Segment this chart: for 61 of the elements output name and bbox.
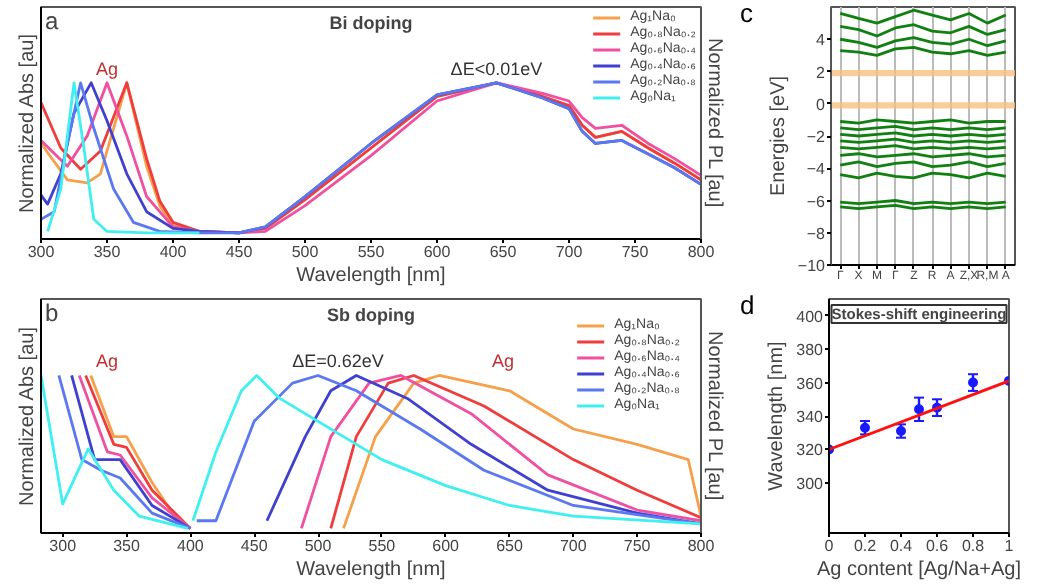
- y-axis-title: Wavelength [nm]: [766, 340, 789, 491]
- x-tick-label: 700: [555, 243, 584, 261]
- y-axis-title: Normalized Abs [au]: [17, 33, 39, 214]
- y-tick-label: 360: [796, 374, 825, 393]
- y2-axis-title: Normalized PL [au]: [703, 37, 725, 208]
- y-axis-title: Energies [eV]: [767, 75, 790, 197]
- x-axis-title: Ag content [Ag/Na+Ag]: [816, 559, 1022, 581]
- y-tick-label: −6: [806, 192, 827, 211]
- text: ΔE<0.01eV: [450, 59, 543, 79]
- x-tick-label: 0.2: [853, 537, 878, 555]
- x-tick-label: 650: [496, 537, 524, 555]
- x-tick-label: 0.8: [961, 537, 986, 555]
- x-tick-label: 550: [357, 243, 386, 261]
- text: Ag: [491, 351, 515, 371]
- text: a: [45, 7, 59, 35]
- x-tick-label: 750: [621, 243, 650, 261]
- y-axis-title: Normalized Abs [au]: [17, 326, 39, 507]
- x-tick-label: 550: [368, 537, 397, 555]
- x-tick-label: 0.6: [925, 537, 950, 555]
- text: d: [740, 290, 755, 320]
- y-tick-label: 320: [796, 441, 825, 460]
- y2-axis-title: Normalized PL [au]: [703, 330, 725, 501]
- y-tick-label: −4: [806, 160, 827, 179]
- x-tick-label: 650: [489, 243, 518, 261]
- y-tick-label: 400: [796, 307, 825, 326]
- x-tick-label: 800: [687, 243, 716, 261]
- x-axis-title: Wavelength [nm]: [296, 265, 447, 287]
- x-tick-label: 1: [1004, 537, 1015, 555]
- x-tick-label: 350: [93, 243, 122, 261]
- text: c: [740, 0, 753, 28]
- x-axis-title: Wavelength [nm]: [296, 559, 447, 581]
- x-tick-label: 600: [423, 243, 452, 261]
- x-tick-label: 450: [240, 537, 269, 555]
- x-tick-label: 600: [432, 537, 461, 555]
- x-tick-label: 350: [113, 537, 141, 555]
- x-tick-label: 400: [177, 537, 205, 555]
- x-tick-label: 700: [559, 537, 588, 555]
- chart-title: Bi doping: [329, 13, 413, 33]
- x-tick-label: 750: [623, 537, 652, 555]
- x-tick-label: 500: [304, 537, 333, 555]
- y-tick-label: −8: [806, 224, 827, 243]
- text: b: [45, 299, 59, 327]
- y-tick-label: 2: [816, 63, 827, 82]
- x-tick-label: 400: [159, 243, 188, 261]
- x-tick-label: 300: [27, 243, 56, 261]
- text: Ag: [95, 351, 119, 371]
- x-tick-label: 500: [291, 243, 320, 261]
- x-tick-label: 300: [49, 537, 78, 555]
- y-tick-label: −2: [806, 128, 827, 146]
- y-tick-label: 340: [796, 408, 825, 426]
- text: Ag: [95, 59, 119, 79]
- x-tick-label: 800: [687, 537, 716, 555]
- y-tick-label: −10: [797, 257, 827, 275]
- y-tick-label: 380: [796, 341, 825, 360]
- y-tick-label: 4: [816, 31, 827, 50]
- x-tick-label: 0.4: [889, 537, 914, 555]
- x-tick-label: 450: [225, 243, 254, 261]
- y-tick-label: 300: [796, 474, 825, 493]
- chart-title: Sb doping: [327, 305, 416, 325]
- text: ΔE=0.62eV: [292, 351, 384, 371]
- y-tick-label: 0: [816, 95, 827, 114]
